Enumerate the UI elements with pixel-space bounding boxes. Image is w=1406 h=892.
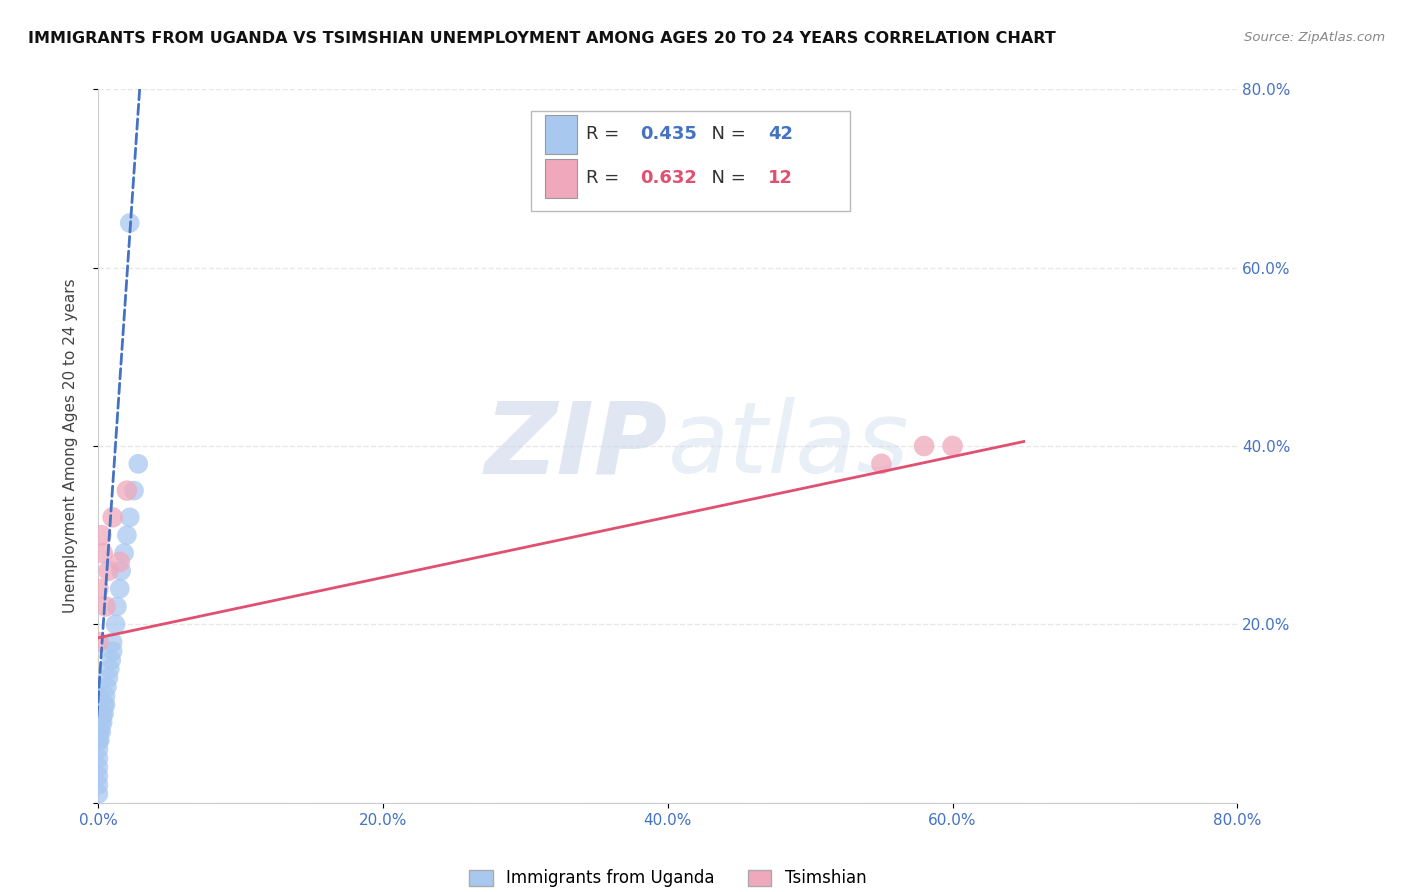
Text: 12: 12 bbox=[768, 169, 793, 187]
Point bbox=[87, 751, 110, 765]
Point bbox=[87, 635, 110, 649]
Point bbox=[101, 644, 124, 658]
Point bbox=[87, 733, 110, 747]
Point bbox=[91, 546, 114, 560]
Point bbox=[87, 706, 110, 721]
Point bbox=[118, 510, 141, 524]
Point bbox=[91, 715, 114, 730]
Text: R =: R = bbox=[586, 169, 624, 187]
Point bbox=[108, 555, 131, 569]
Text: R =: R = bbox=[586, 125, 624, 143]
Point bbox=[105, 599, 128, 614]
Point bbox=[93, 706, 115, 721]
Point bbox=[87, 698, 110, 712]
Text: N =: N = bbox=[700, 169, 751, 187]
Point bbox=[87, 706, 110, 721]
Point bbox=[87, 778, 110, 792]
Point bbox=[97, 564, 120, 578]
Point bbox=[115, 483, 138, 498]
Point bbox=[912, 439, 935, 453]
Y-axis label: Unemployment Among Ages 20 to 24 years: Unemployment Among Ages 20 to 24 years bbox=[63, 278, 77, 614]
Point bbox=[87, 582, 110, 596]
Point bbox=[108, 582, 131, 596]
Point bbox=[91, 706, 114, 721]
FancyBboxPatch shape bbox=[546, 159, 576, 198]
Point bbox=[87, 760, 110, 774]
Text: 42: 42 bbox=[768, 125, 793, 143]
Point bbox=[96, 680, 118, 694]
Point bbox=[87, 742, 110, 756]
Point bbox=[101, 510, 124, 524]
Point bbox=[87, 724, 110, 739]
Point bbox=[122, 483, 145, 498]
Point bbox=[100, 653, 122, 667]
Point bbox=[97, 671, 120, 685]
Text: N =: N = bbox=[700, 125, 751, 143]
Text: 0.435: 0.435 bbox=[641, 125, 697, 143]
Point bbox=[942, 439, 965, 453]
Point bbox=[87, 769, 110, 783]
Point bbox=[87, 715, 110, 730]
Point bbox=[90, 724, 112, 739]
Point bbox=[104, 617, 127, 632]
Point bbox=[89, 733, 111, 747]
Point bbox=[115, 528, 138, 542]
Point bbox=[87, 689, 110, 703]
FancyBboxPatch shape bbox=[546, 114, 576, 153]
Point bbox=[118, 216, 141, 230]
Text: ZIP: ZIP bbox=[485, 398, 668, 494]
Text: Source: ZipAtlas.com: Source: ZipAtlas.com bbox=[1244, 31, 1385, 45]
Point bbox=[87, 787, 110, 801]
Text: IMMIGRANTS FROM UGANDA VS TSIMSHIAN UNEMPLOYMENT AMONG AGES 20 TO 24 YEARS CORRE: IMMIGRANTS FROM UGANDA VS TSIMSHIAN UNEM… bbox=[28, 31, 1056, 46]
Point bbox=[87, 715, 110, 730]
Point bbox=[98, 662, 121, 676]
Text: atlas: atlas bbox=[668, 398, 910, 494]
Point bbox=[94, 689, 117, 703]
Legend: Immigrants from Uganda, Tsimshian: Immigrants from Uganda, Tsimshian bbox=[461, 861, 875, 892]
Point bbox=[110, 564, 132, 578]
Point bbox=[94, 698, 117, 712]
Point bbox=[90, 528, 112, 542]
Point bbox=[90, 715, 112, 730]
Point bbox=[87, 724, 110, 739]
Point bbox=[94, 599, 117, 614]
Point bbox=[870, 457, 893, 471]
Point bbox=[101, 635, 124, 649]
Point bbox=[87, 733, 110, 747]
Point bbox=[93, 698, 115, 712]
FancyBboxPatch shape bbox=[531, 111, 851, 211]
Point bbox=[127, 457, 149, 471]
Text: 0.632: 0.632 bbox=[641, 169, 697, 187]
Point bbox=[89, 724, 111, 739]
Point bbox=[112, 546, 135, 560]
